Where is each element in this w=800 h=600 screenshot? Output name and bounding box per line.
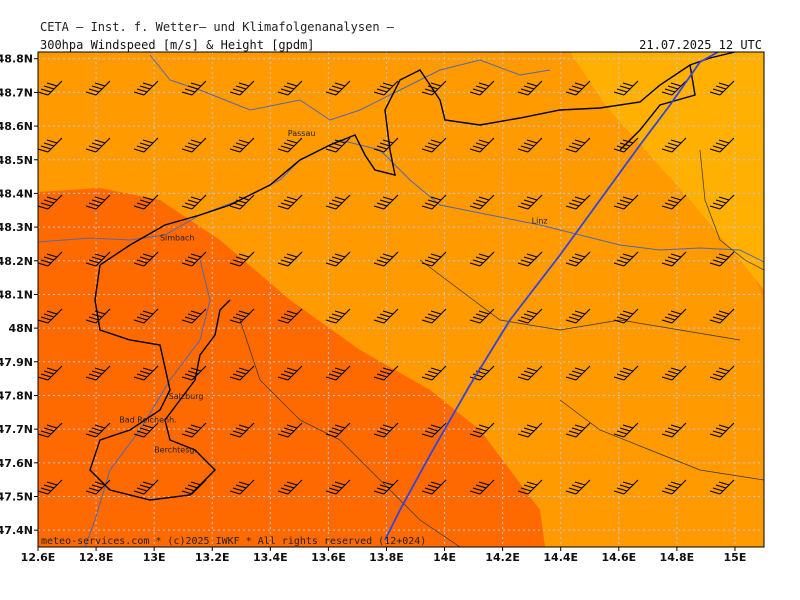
lat-tick-label: 48.3N <box>0 221 33 234</box>
lon-tick-label: 13.6E <box>311 551 346 564</box>
city-label: Bad Reichenh. <box>119 415 176 424</box>
lon-tick-label: 13.8E <box>369 551 404 564</box>
lon-tick-label: 14E <box>433 551 456 564</box>
lat-tick-label: 47.6N <box>0 457 33 470</box>
lon-tick-label: 14.8E <box>660 551 695 564</box>
lon-tick-label: 14.4E <box>543 551 578 564</box>
city-label: Linz <box>532 217 548 226</box>
lon-tick-label: 13E <box>143 551 166 564</box>
lon-tick-label: 12.6E <box>21 551 56 564</box>
lat-tick-label: 48.6N <box>0 120 33 133</box>
city-labels: Passau Linz Simbach Salzburg Bad Reichenh. Be… <box>119 129 547 455</box>
lon-tick-label: 14.6E <box>601 551 636 564</box>
lat-tick-label: 47.4N <box>0 524 33 537</box>
national-border <box>619 64 696 151</box>
lon-tick-label: 12.8E <box>79 551 114 564</box>
lat-tick-label: 48.5N <box>0 154 33 167</box>
city-label: Simbach <box>160 234 195 243</box>
admin-boundary <box>419 259 741 341</box>
latitude-labels: 48.8N 48.7N 48.6N 48.5N 48.4N 48.3N 48.2N 48.1N… <box>0 53 38 537</box>
lat-tick-label: 48.1N <box>0 288 33 301</box>
river-salzach <box>84 259 211 547</box>
map-frame <box>37 51 765 548</box>
lon-tick-label: 13.2E <box>195 551 230 564</box>
map-body <box>38 52 764 547</box>
lon-tick-label: 13.4E <box>253 551 288 564</box>
city-label: Berchtesg. <box>154 446 197 455</box>
admin-boundary <box>559 399 764 481</box>
admin-boundary <box>699 149 764 271</box>
lat-tick-label: 47.8N <box>0 389 33 402</box>
wind-band-lowest <box>38 188 545 547</box>
lon-tick-label: 14.2E <box>485 551 520 564</box>
city-label: Salzburg <box>169 392 204 401</box>
lat-tick-label: 47.5N <box>0 490 33 503</box>
lat-tick-label: 48.7N <box>0 86 33 99</box>
lat-tick-label: 47.7N <box>0 423 33 436</box>
copyright-notice: meteo-services.com * (c)2025 IWKF * All … <box>41 536 426 547</box>
valid-time: 21.07.2025 12 UTC <box>639 38 762 52</box>
lat-tick-label: 48.8N <box>0 53 33 66</box>
parameter-title: 300hpa_Windspeed_[m/s]_&_Height_[gpdm] <box>40 38 315 52</box>
model-header: CETA — Inst. f. Wetter— und Klimafolgena… <box>40 20 395 34</box>
lat-tick-label: 47.9N <box>0 356 33 369</box>
wind-band-mid <box>38 52 764 547</box>
wind-band-high <box>570 52 764 290</box>
lat-tick-label: 48.2N <box>0 255 33 268</box>
height-contour-line <box>384 52 719 541</box>
lon-tick-label: 15E <box>724 551 747 564</box>
lat-tick-label: 48.4N <box>0 187 33 200</box>
city-label: Passau <box>288 129 316 138</box>
river-inn <box>38 139 764 263</box>
lat-tick-label: 48N <box>8 322 33 335</box>
longitude-labels: 12.6E 12.8E 13E 13.2E 13.4E 13.6E 13.8E 14E 14.2… <box>21 547 747 564</box>
admin-boundary <box>239 319 461 547</box>
